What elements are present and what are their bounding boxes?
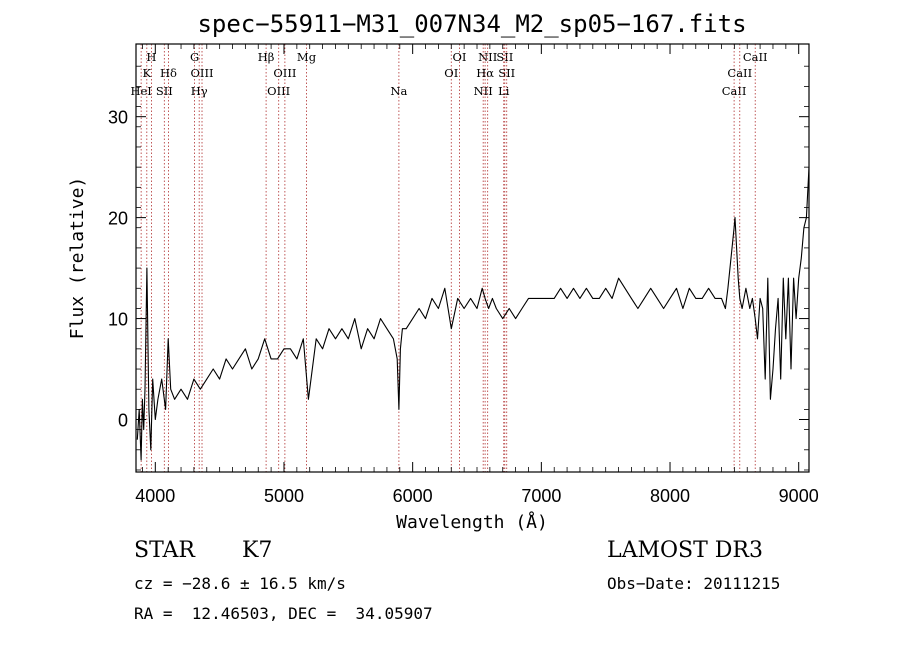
object-subclass: K7 bbox=[242, 538, 273, 563]
line-label-10: OIII bbox=[273, 66, 296, 80]
line-label-14: OI bbox=[453, 50, 467, 64]
line-label-0: H bbox=[146, 50, 156, 64]
line-label-1: K bbox=[143, 66, 152, 80]
y-tick-label-1: 10 bbox=[108, 310, 128, 330]
line-label-17: Hα bbox=[476, 66, 494, 80]
line-label-3: SII bbox=[156, 84, 173, 98]
x-tick-label-4: 8000 bbox=[650, 486, 690, 506]
line-label-19: SII bbox=[498, 66, 515, 80]
line-label-12: Na bbox=[390, 84, 407, 98]
line-label-15: NII bbox=[474, 84, 493, 98]
line-label-16: NII bbox=[478, 50, 497, 64]
line-label-18: SII bbox=[496, 50, 513, 64]
x-tick-label-1: 5000 bbox=[264, 486, 304, 506]
redshift-cz: cz = −28.6 ± 16.5 km/s bbox=[134, 574, 346, 593]
x-tick-label-5: 9000 bbox=[779, 486, 819, 506]
line-label-22: CaII bbox=[727, 66, 752, 80]
y-tick-label-3: 30 bbox=[108, 108, 128, 128]
series-layer bbox=[136, 167, 810, 461]
x-tick-label-2: 6000 bbox=[393, 486, 433, 506]
x-tick-label-3: 7000 bbox=[521, 486, 561, 506]
line-label-23: CaII bbox=[743, 50, 768, 64]
line-label-4: Hδ bbox=[160, 66, 177, 80]
survey-name: LAMOST DR3 bbox=[607, 538, 763, 563]
object-class: STAR bbox=[134, 538, 195, 563]
x-tick-label-0: 4000 bbox=[135, 486, 175, 506]
observation-date: Obs−Date: 20111215 bbox=[607, 574, 781, 593]
line-label-5: G bbox=[190, 50, 199, 64]
line-label-20: Li bbox=[498, 84, 510, 98]
x-axis-label: Wavelength (Å) bbox=[396, 511, 548, 533]
line-label-2: HeI bbox=[130, 84, 151, 98]
y-tick-label-0: 0 bbox=[118, 411, 128, 431]
plot-frame bbox=[135, 43, 810, 473]
line-label-11: Mg bbox=[297, 50, 317, 64]
line-label-8: Hβ bbox=[258, 50, 275, 64]
chart-title: spec−55911−M31_007N34_M2_sp05−167.fits bbox=[197, 10, 746, 38]
y-axis-label: Flux (relative) bbox=[67, 177, 88, 340]
axis-ticks: 4000 5000 6000 7000 8000 9000 0 10 20 30 bbox=[108, 44, 819, 506]
coordinates: RA = 12.46503, DEC = 34.05907 bbox=[134, 604, 433, 623]
line-label-9: OIII bbox=[267, 84, 290, 98]
line-label-7: Hγ bbox=[191, 84, 208, 98]
y-tick-label-2: 20 bbox=[108, 209, 128, 229]
line-label-21: CaII bbox=[722, 84, 747, 98]
line-label-6: OIII bbox=[190, 66, 213, 80]
series-line-0 bbox=[136, 167, 810, 461]
line-label-13: OI bbox=[444, 66, 458, 80]
